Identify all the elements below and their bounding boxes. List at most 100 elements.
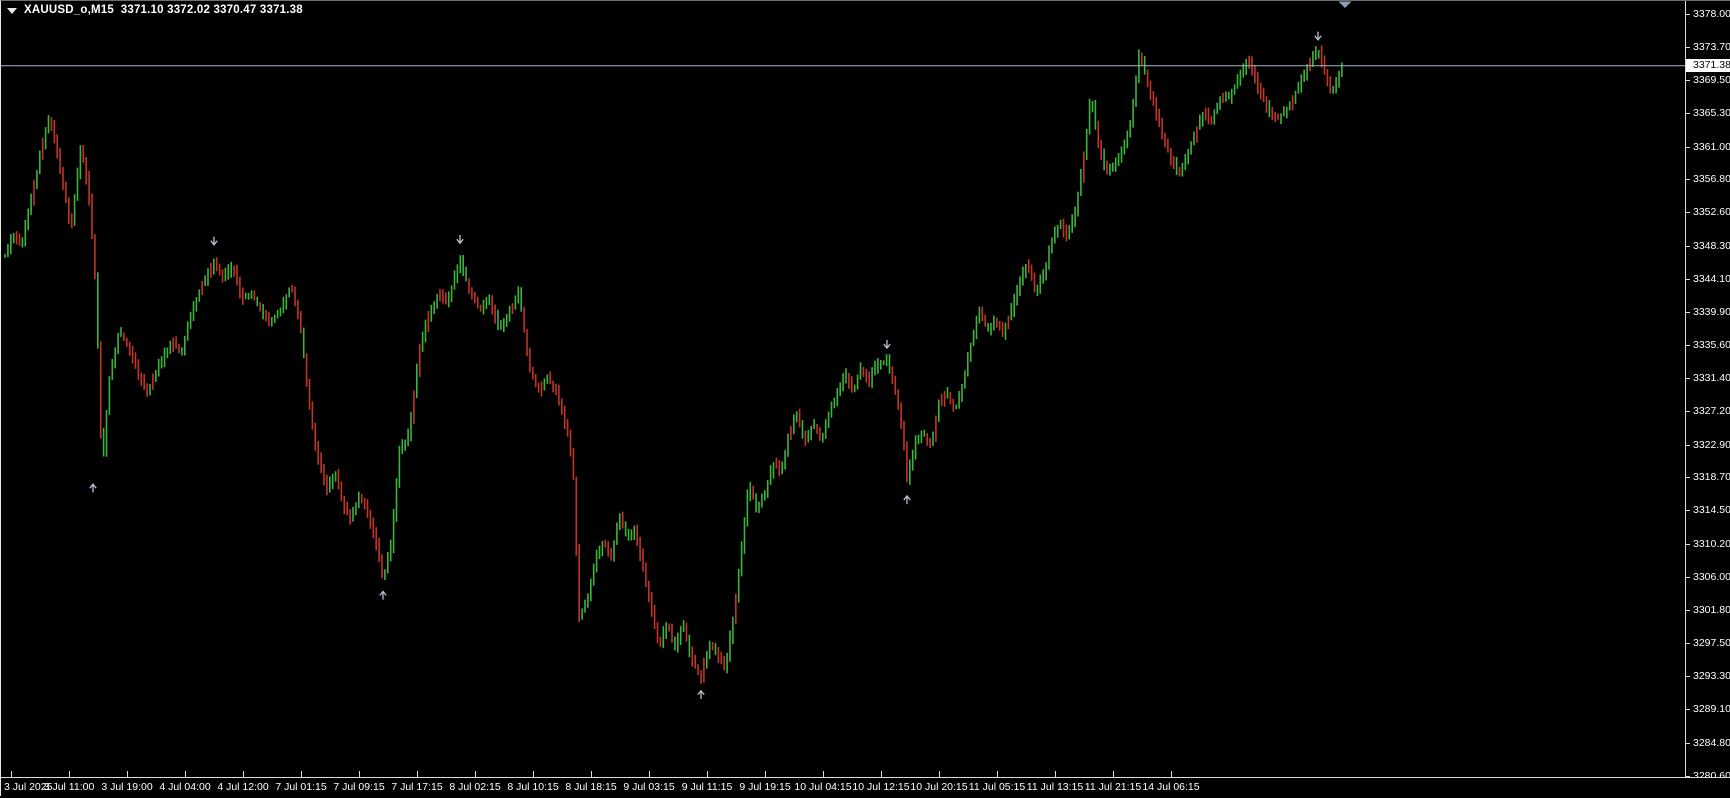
price-axis-label: 3318.70 — [1693, 471, 1730, 484]
time-axis-tick — [69, 771, 70, 777]
time-axis-tick — [1171, 771, 1172, 777]
time-axis-tick — [359, 771, 360, 777]
time-axis-label: 4 Jul 04:00 — [159, 781, 211, 793]
price-axis-label: 3322.90 — [1693, 438, 1730, 451]
price-axis-tick — [1686, 179, 1690, 181]
time-axis-label: 14 Jul 06:15 — [1142, 781, 1200, 793]
price-axis-tick — [1686, 146, 1690, 148]
price-axis-label: 3369.50 — [1693, 74, 1730, 86]
time-axis-label: 9 Jul 11:15 — [681, 781, 733, 793]
time-axis-tick — [997, 771, 998, 777]
price-axis-tick — [1686, 80, 1690, 81]
chart-shift-marker-icon[interactable] — [1338, 1, 1352, 9]
price-axis-tick — [1686, 576, 1690, 578]
time-axis-label: 7 Jul 17:15 — [391, 781, 443, 793]
fractal-down-arrow-icon — [210, 236, 218, 246]
price-axis-tick — [1686, 212, 1690, 214]
time-axis-label: 7 Jul 09:15 — [333, 781, 385, 793]
time-axis-label: 10 Jul 20:15 — [910, 781, 968, 793]
time-axis-tick — [533, 771, 534, 777]
price-axis-tick — [1686, 410, 1690, 412]
price-axis-label: 3331.40 — [1693, 372, 1730, 385]
price-axis-label: 3310.20 — [1693, 537, 1730, 550]
fractal-down-arrow-icon — [883, 339, 891, 350]
time-axis-label: 7 Jul 01:15 — [275, 781, 327, 793]
price-axis-tick — [1686, 311, 1690, 313]
price-axis-label: 3280.60 — [1693, 769, 1730, 782]
time-axis-label: 10 Jul 12:15 — [852, 781, 910, 793]
time-axis-label: 3 Jul 11:00 — [43, 781, 95, 793]
price-axis-tick — [1686, 709, 1690, 710]
time-axis-label: 9 Jul 03:15 — [623, 781, 675, 793]
price-chart[interactable] — [1, 1, 1685, 777]
time-axis-label: 11 Jul 21:15 — [1084, 781, 1142, 793]
fractal-down-arrow-icon — [1314, 31, 1322, 41]
price-axis-tick — [1686, 444, 1690, 446]
time-axis-tick — [823, 771, 824, 777]
price-axis-label: 3348.30 — [1693, 239, 1730, 252]
time-axis[interactable]: 3 Jul 2025 3 Jul 11:00 3 Jul 19:00 4 Jul 04… — [1, 771, 1730, 798]
time-axis-label: 8 Jul 10:15 — [507, 781, 559, 793]
price-axis-label: 3306.00 — [1693, 570, 1730, 583]
time-axis-tick — [591, 771, 592, 777]
time-axis-tick — [127, 771, 128, 777]
time-axis-tick — [939, 771, 940, 777]
time-axis-tick — [649, 771, 650, 777]
price-axis-label: 3361.00 — [1693, 140, 1730, 153]
price-axis-tick — [1686, 345, 1690, 347]
time-axis-label: 3 Jul 19:00 — [101, 781, 153, 793]
price-axis-label: 3284.80 — [1693, 736, 1730, 749]
price-axis-label: 3301.80 — [1693, 603, 1730, 616]
time-axis-tick — [301, 771, 302, 777]
time-axis-label: 11 Jul 13:15 — [1026, 781, 1084, 793]
price-axis-tick — [1686, 47, 1690, 49]
price-axis[interactable]: 3371.38 3378.00 3373.70 3369.50 3365.30 3361… — [1685, 1, 1730, 781]
time-axis-label: 9 Jul 19:15 — [739, 781, 791, 793]
price-axis-tick — [1686, 742, 1690, 744]
price-axis-tick — [1686, 112, 1690, 114]
time-axis-label: 8 Jul 02:15 — [449, 781, 501, 793]
fractal-down-arrow-icon — [456, 235, 464, 245]
fractal-up-arrow-icon — [89, 483, 97, 493]
time-axis-label: 4 Jul 12:00 — [217, 781, 269, 793]
time-axis-tick — [765, 771, 766, 777]
time-axis-tick — [417, 771, 418, 777]
time-axis-tick — [1055, 771, 1056, 777]
price-axis-label: 3373.70 — [1693, 41, 1730, 54]
price-axis-label: 3297.50 — [1693, 637, 1730, 650]
price-axis-tick — [1686, 278, 1690, 280]
price-axis-label: 3327.20 — [1693, 404, 1730, 417]
price-axis-tick — [1686, 378, 1690, 380]
price-axis-label: 3335.60 — [1693, 339, 1730, 352]
time-axis-tick — [881, 771, 882, 777]
time-axis-tick — [707, 771, 708, 777]
time-axis-label: 3 Jul 2025 — [4, 781, 53, 793]
ohlc-spacer — [114, 4, 121, 16]
price-axis-label: 3314.50 — [1693, 504, 1730, 517]
fractal-up-arrow-icon — [697, 689, 705, 699]
time-axis-tick — [185, 771, 186, 777]
price-axis-tick — [1686, 245, 1690, 247]
time-axis-label: 10 Jul 04:15 — [794, 781, 852, 793]
time-axis-tick — [243, 771, 244, 777]
fractal-up-arrow-icon — [379, 590, 387, 600]
price-axis-tick — [1686, 543, 1690, 545]
price-axis-tick — [1686, 510, 1690, 512]
time-axis-label: 11 Jul 05:15 — [968, 781, 1026, 793]
symbol-timeframe-label: XAUUSD_o,M15 — [24, 4, 114, 16]
price-axis-label: 3378.00 — [1693, 7, 1730, 20]
bid-price-label: 3371.38 — [1686, 59, 1730, 73]
time-axis-tick — [11, 771, 12, 777]
price-axis-tick — [1686, 477, 1690, 479]
symbol-dropdown-icon[interactable] — [7, 7, 17, 14]
time-axis-label: 8 Jul 18:15 — [565, 781, 617, 793]
time-axis-tick — [475, 771, 476, 777]
price-axis-label: 3289.10 — [1693, 703, 1730, 715]
price-axis-label: 3293.30 — [1693, 670, 1730, 683]
price-axis-label: 3344.10 — [1693, 272, 1730, 285]
price-axis-tick — [1686, 609, 1690, 611]
ohlc-readout: 3371.10 3372.02 3370.47 3371.38 — [120, 4, 303, 16]
price-axis-label: 3339.90 — [1693, 305, 1730, 318]
price-axis-tick — [1686, 676, 1690, 678]
